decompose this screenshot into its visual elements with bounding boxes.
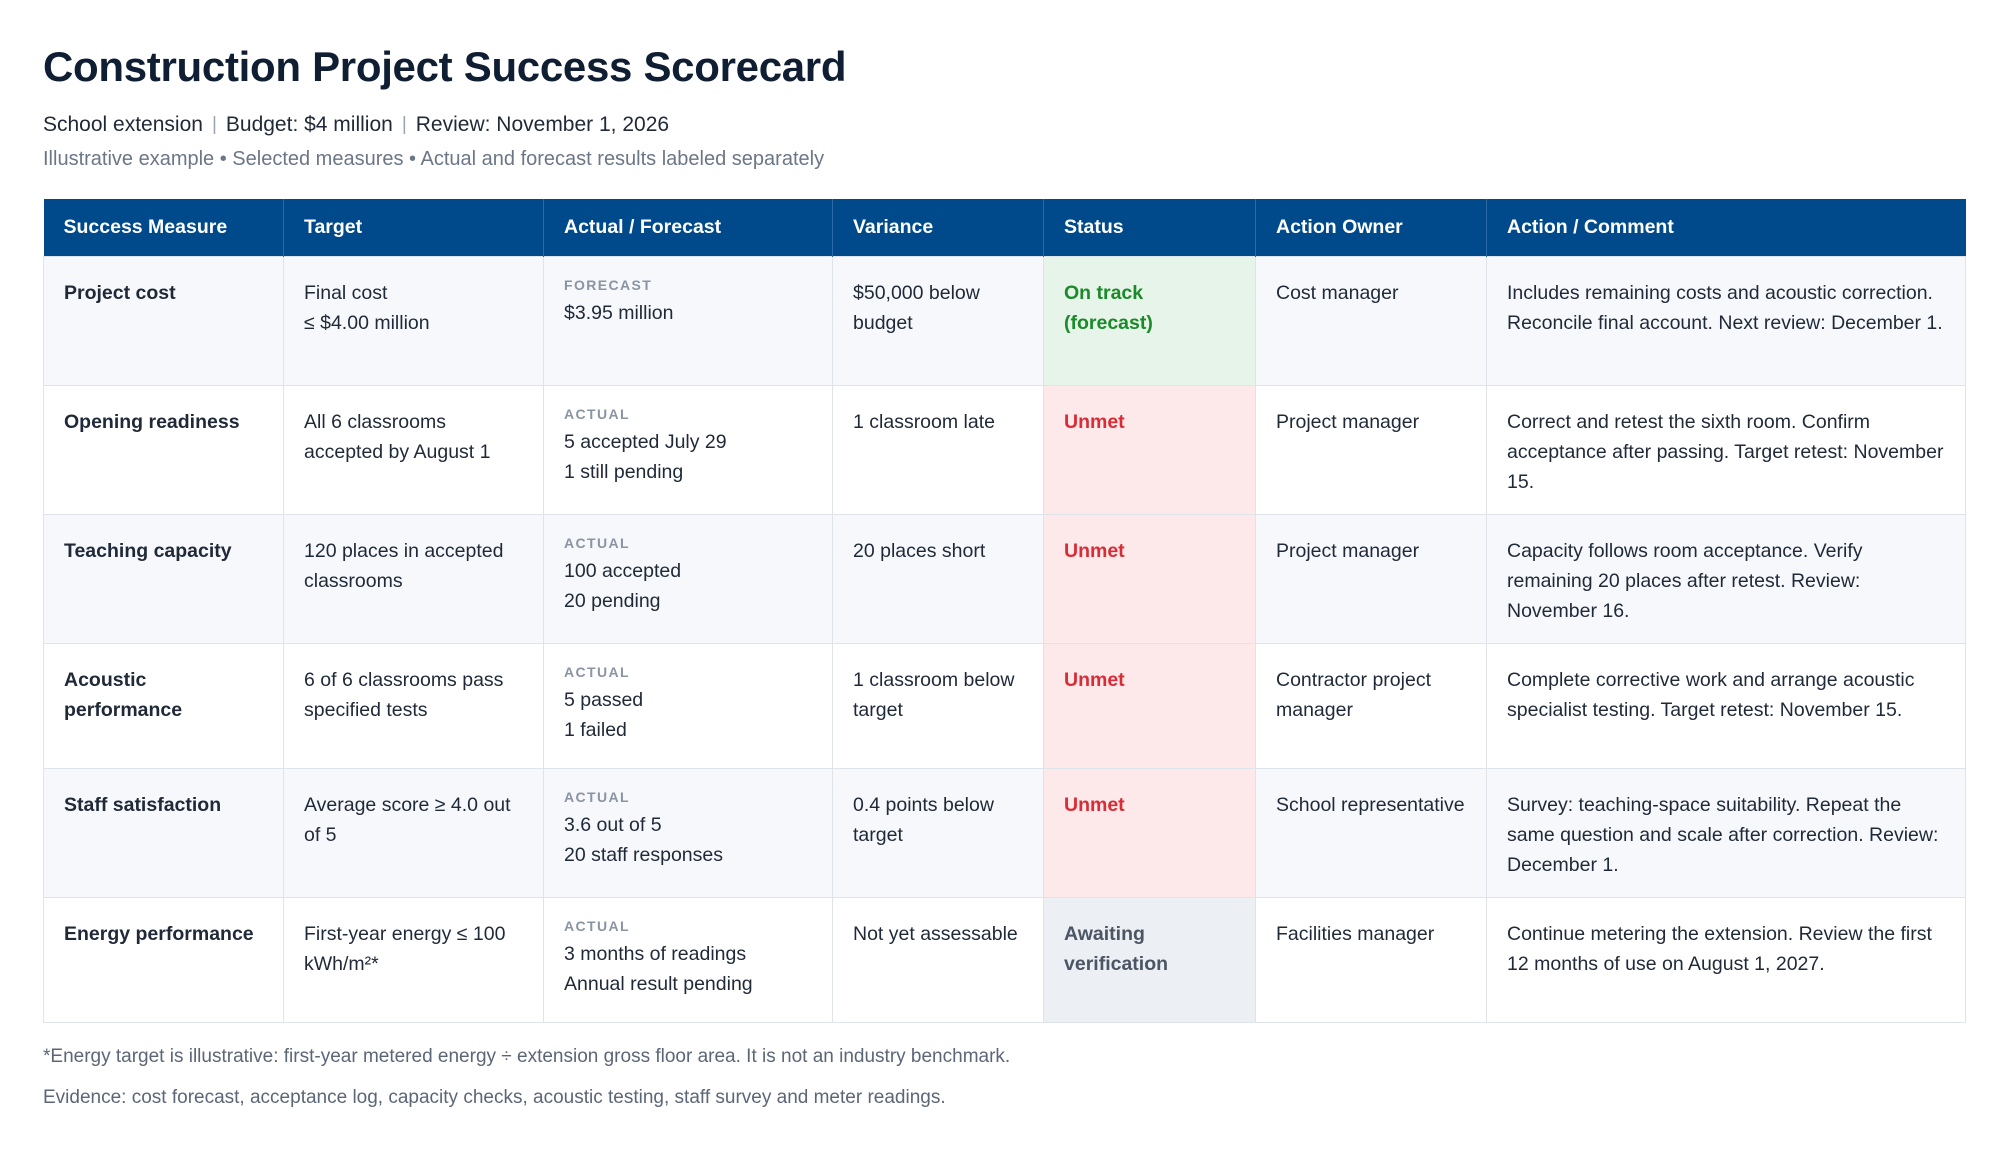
result-cell: ACTUAL 5 passed 1 failed [543, 642, 833, 769]
column-header-variance: Variance [832, 199, 1044, 256]
table-row: Acoustic performance 6 of 6 classrooms pa… [43, 642, 1966, 769]
variance-cell: 1 classroom late [832, 384, 1044, 515]
result-cell: FORECAST $3.95 million [543, 255, 833, 386]
column-header-target: Target [283, 199, 544, 256]
owner-cell: Cost manager [1255, 255, 1487, 386]
column-header-result: Actual / Forecast [543, 199, 833, 256]
table-header-row: Success Measure Target Actual / Forecast… [43, 199, 1966, 256]
target-line: Final cost [304, 281, 388, 304]
target-cell: Average score ≥ 4.0 out of 5 [283, 767, 544, 898]
target-cell: First-year energy ≤ 100 kWh/m²* [283, 896, 544, 1023]
variance-cell: $50,000 below budget [832, 255, 1044, 386]
measure-cell: Acoustic performance [43, 642, 284, 769]
target-line: 6 of 6 classrooms pass specified tests [304, 668, 504, 721]
measure-cell: Energy performance [43, 896, 284, 1023]
project-meta: School extension | Budget: $4 million | … [43, 110, 1965, 140]
owner-cell: Project manager [1255, 513, 1487, 644]
target-line: 120 places in accepted classrooms [304, 539, 504, 592]
target-cell: 6 of 6 classrooms pass specified tests [283, 642, 544, 769]
scorecard-note: Illustrative example • Selected measures… [43, 148, 825, 170]
status-badge: Unmet [1043, 767, 1256, 898]
variance-cell: 20 places short [832, 513, 1044, 644]
status-badge: On track (forecast) [1043, 255, 1256, 386]
target-line: ≤ $4.00 million [304, 311, 430, 334]
result-cell: ACTUAL 3 months of readings Annual result … [543, 896, 833, 1023]
result-type-tag: ACTUAL [564, 534, 630, 551]
meta-separator: | [211, 114, 217, 135]
result-line: 100 accepted [564, 559, 682, 582]
target-line: Average score ≥ 4.0 out of 5 [304, 793, 511, 846]
scorecard-table: Success Measure Target Actual / Forecast… [43, 199, 1966, 1023]
result-line: 5 accepted July 29 [564, 430, 727, 453]
review-date: Review: November 1, 2026 [415, 113, 670, 136]
comment-cell: Continue metering the extension. Review … [1486, 896, 1966, 1023]
variance-cell: 1 classroom below target [832, 642, 1044, 769]
status-badge: Unmet [1043, 642, 1256, 769]
page-title: Construction Project Success Scorecard [43, 43, 847, 90]
result-line: 3 months of readings [564, 942, 747, 965]
target-line: All 6 classrooms accepted by August 1 [304, 410, 491, 463]
comment-cell: Includes remaining costs and acoustic co… [1486, 255, 1966, 386]
column-header-owner: Action Owner [1255, 199, 1487, 256]
result-line: $3.95 million [564, 301, 674, 324]
column-header-status: Status [1043, 199, 1256, 256]
result-line: 3.6 out of 5 [564, 813, 662, 836]
result-line: 1 still pending [564, 460, 684, 483]
result-line: Annual result pending [564, 972, 753, 995]
result-type-tag: FORECAST [564, 276, 653, 293]
comment-cell: Survey: teaching-space suitability. Repe… [1486, 767, 1966, 898]
table-body: Project cost Final cost ≤ $4.00 million FOR… [43, 255, 1966, 1023]
status-badge: Unmet [1043, 384, 1256, 515]
table-row: Teaching capacity 120 places in accepted … [43, 513, 1966, 644]
column-header-comment: Action / Comment [1486, 199, 1966, 256]
project-type: School extension [43, 113, 203, 136]
comment-cell: Capacity follows room acceptance. Verify… [1486, 513, 1966, 644]
result-cell: ACTUAL 3.6 out of 5 20 staff responses [543, 767, 833, 898]
column-header-measure: Success Measure [43, 199, 284, 256]
measure-cell: Staff satisfaction [43, 767, 284, 898]
table-row: Opening readiness All 6 classrooms accept… [43, 384, 1966, 515]
target-cell: All 6 classrooms accepted by August 1 [283, 384, 544, 515]
table-row: Energy performance First-year energy ≤ 10… [43, 896, 1966, 1023]
result-line: 5 passed [564, 688, 644, 711]
target-line: First-year energy ≤ 100 kWh/m²* [304, 922, 506, 975]
owner-cell: Contractor project manager [1255, 642, 1487, 769]
table-row: Project cost Final cost ≤ $4.00 million FOR… [43, 255, 1966, 386]
comment-cell: Complete corrective work and arrange aco… [1486, 642, 1966, 769]
result-line: 20 staff responses [564, 843, 723, 866]
result-type-tag: ACTUAL [564, 405, 630, 422]
measure-cell: Teaching capacity [43, 513, 284, 644]
result-type-tag: ACTUAL [564, 917, 630, 934]
table-row: Staff satisfaction Average score ≥ 4.0 ou… [43, 767, 1966, 898]
scorecard-page: Construction Project Success Scorecard S… [43, 38, 1966, 1111]
variance-cell: 0.4 points below target [832, 767, 1044, 898]
target-cell: 120 places in accepted classrooms [283, 513, 544, 644]
result-line: 1 failed [564, 718, 627, 741]
owner-cell: Project manager [1255, 384, 1487, 515]
result-cell: ACTUAL 5 accepted July 29 1 still pending [543, 384, 833, 515]
owner-cell: School representative [1255, 767, 1487, 898]
result-line: 20 pending [564, 589, 661, 612]
energy-footnote: *Energy target is illustrative: first-ye… [43, 1045, 1011, 1067]
status-badge: Awaiting verification [1043, 896, 1256, 1023]
variance-cell: Not yet assessable [832, 896, 1044, 1023]
owner-cell: Facilities manager [1255, 896, 1487, 1023]
result-type-tag: ACTUAL [564, 663, 630, 680]
meta-separator: | [401, 114, 407, 135]
status-badge: Unmet [1043, 513, 1256, 644]
comment-cell: Correct and retest the sixth room. Confi… [1486, 384, 1966, 515]
evidence-footnote: Evidence: cost forecast, acceptance log,… [43, 1086, 946, 1108]
result-type-tag: ACTUAL [564, 788, 630, 805]
measure-cell: Opening readiness [43, 384, 284, 515]
measure-cell: Project cost [43, 255, 284, 386]
target-cell: Final cost ≤ $4.00 million [283, 255, 544, 386]
project-budget: Budget: $4 million [225, 113, 393, 136]
result-cell: ACTUAL 100 accepted 20 pending [543, 513, 833, 644]
